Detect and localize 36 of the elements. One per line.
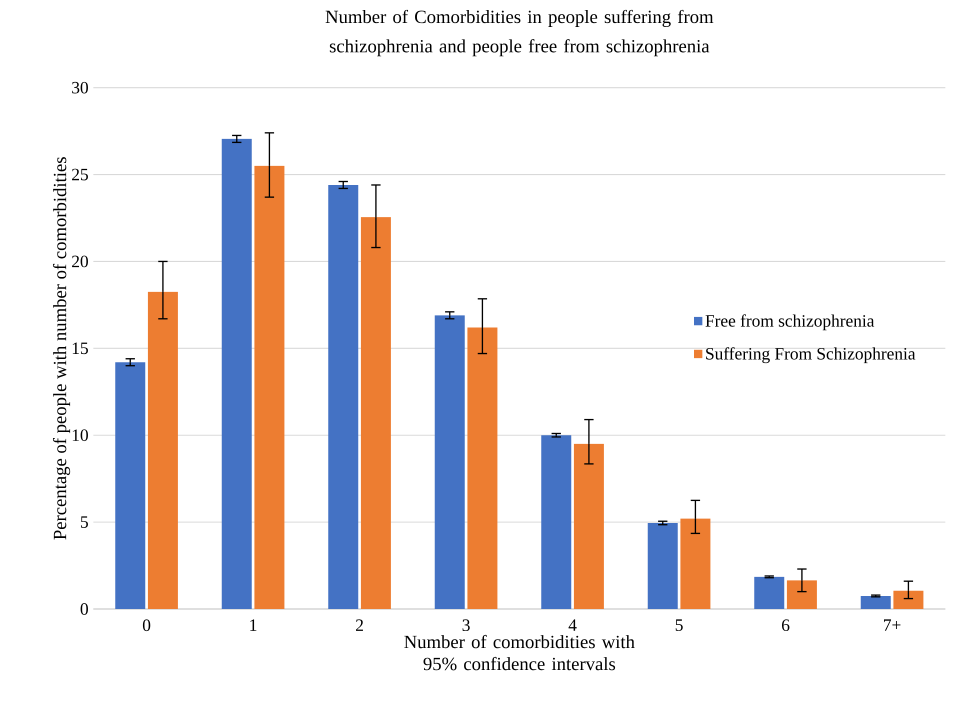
x-tick-label: 2 — [356, 619, 363, 631]
bar — [467, 327, 498, 610]
x-tick-label: 7+ — [884, 619, 900, 631]
bar — [860, 596, 891, 610]
y-tick-label: 25 — [72, 168, 88, 180]
bar — [754, 576, 784, 610]
legend-label: Suffering From Schizophrenia — [706, 347, 916, 364]
bar — [541, 435, 572, 610]
bar — [148, 292, 178, 610]
legend-label: Free from schizophrenia — [706, 314, 874, 330]
x-tick-label: 4 — [568, 619, 577, 631]
bar — [786, 580, 817, 610]
x-axis-title: Number of comorbidities with 95% confidence intervals — [404, 634, 635, 670]
y-tick-label: 15 — [72, 342, 88, 354]
bar — [648, 522, 678, 610]
x-tick-label: 3 — [462, 619, 470, 632]
y-tick-label: 5 — [80, 516, 88, 528]
bar — [893, 590, 924, 610]
y-tick-label: 10 — [72, 429, 88, 442]
x-tick-label: 6 — [782, 619, 790, 632]
bar — [680, 518, 710, 610]
x-tick-label: 5 — [676, 619, 683, 631]
bar — [254, 166, 284, 610]
bar — [434, 315, 465, 610]
bar — [328, 184, 358, 610]
y-tick-label: 0 — [80, 603, 88, 615]
y-tick-label: 30 — [72, 82, 88, 94]
y-tick-label: 20 — [72, 256, 88, 268]
chart-title: Number of Comorbidities in people suffering from schizophrenia and people free from schizophrenia — [326, 10, 714, 56]
bar — [222, 138, 252, 610]
x-tick-label: 0 — [142, 619, 150, 632]
x-tick-label: 1 — [250, 619, 256, 631]
y-axis-title: Percentage of people with number of comorbidities — [52, 157, 70, 540]
bar — [360, 217, 391, 610]
bar — [574, 444, 604, 610]
bar — [115, 362, 146, 610]
